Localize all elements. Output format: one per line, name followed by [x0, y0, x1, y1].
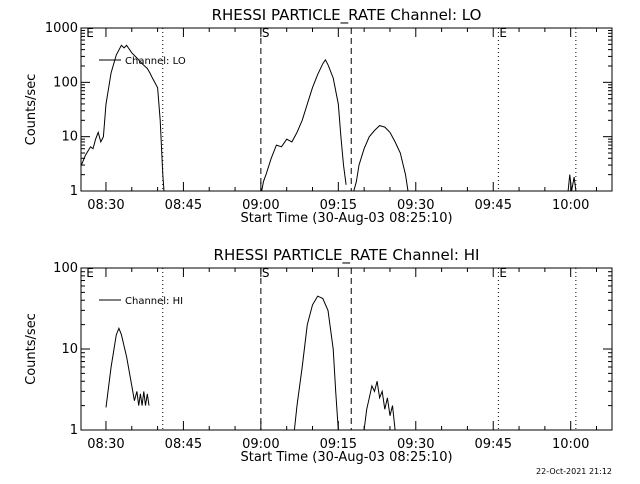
x-tick-label: 09:00 — [242, 198, 279, 213]
x-tick-label: 08:30 — [87, 437, 124, 452]
marker-label: S — [262, 26, 270, 40]
legend-label: Channel: LO — [125, 56, 186, 67]
marker-label: E — [499, 26, 507, 40]
y-tick-label: 10 — [61, 342, 78, 357]
marker-label: E — [86, 26, 94, 40]
marker-label: S — [262, 266, 270, 280]
x-axis-label: Start Time (30-Aug-03 08:25:10) — [240, 211, 452, 226]
y-axis-label: Counts/sec — [24, 74, 39, 146]
legend-label: Channel: HI — [125, 296, 183, 307]
series-line-segment — [353, 125, 409, 192]
chart-hi-channel: RHESSI PARTICLE_RATE Channel: HI 1 10 100 08… — [24, 246, 613, 465]
marker-label: E — [86, 266, 94, 280]
x-tick-label: 09:30 — [397, 437, 434, 452]
chart-title: RHESSI PARTICLE_RATE Channel: LO — [212, 6, 482, 25]
y-tick-label: 100 — [53, 261, 78, 276]
y-tick-label: 10 — [61, 130, 78, 145]
y-tick-label: 100 — [53, 75, 78, 90]
series-line-segment — [293, 295, 339, 431]
series-line-segment — [105, 326, 150, 408]
marker-label: E — [499, 266, 507, 280]
chart-title: RHESSI PARTICLE_RATE Channel: HI — [214, 246, 480, 265]
plot-frame — [80, 27, 613, 192]
series-line-segment — [567, 174, 577, 192]
x-tick-label: 10:00 — [552, 198, 589, 213]
chart-lo-channel: RHESSI PARTICLE_RATE Channel: LO 1 10 100 10… — [24, 6, 613, 226]
series-line-segment — [80, 44, 165, 192]
x-tick-label: 09:45 — [475, 198, 512, 213]
series-line-segment — [261, 58, 347, 192]
y-tick-label: 1000 — [45, 21, 78, 36]
x-tick-label: 09:45 — [475, 437, 512, 452]
x-tick-label: 09:00 — [242, 437, 279, 452]
series-line-segment — [363, 381, 396, 431]
x-tick-label: 08:45 — [165, 198, 202, 213]
x-tick-label: 09:15 — [320, 437, 357, 452]
footer-timestamp: 22-Oct-2021 21:12 — [536, 467, 612, 476]
x-tick-label: 10:00 — [552, 437, 589, 452]
x-axis-label: Start Time (30-Aug-03 08:25:10) — [240, 450, 452, 465]
x-tick-label: 08:30 — [87, 198, 124, 213]
y-axis-label: Counts/sec — [24, 313, 39, 385]
x-tick-label: 08:45 — [165, 437, 202, 452]
x-tick-label: 09:15 — [320, 198, 357, 213]
plot-frame — [80, 267, 613, 431]
y-tick-label: 1 — [70, 423, 78, 438]
y-tick-label: 1 — [70, 184, 78, 199]
x-tick-label: 09:30 — [397, 198, 434, 213]
